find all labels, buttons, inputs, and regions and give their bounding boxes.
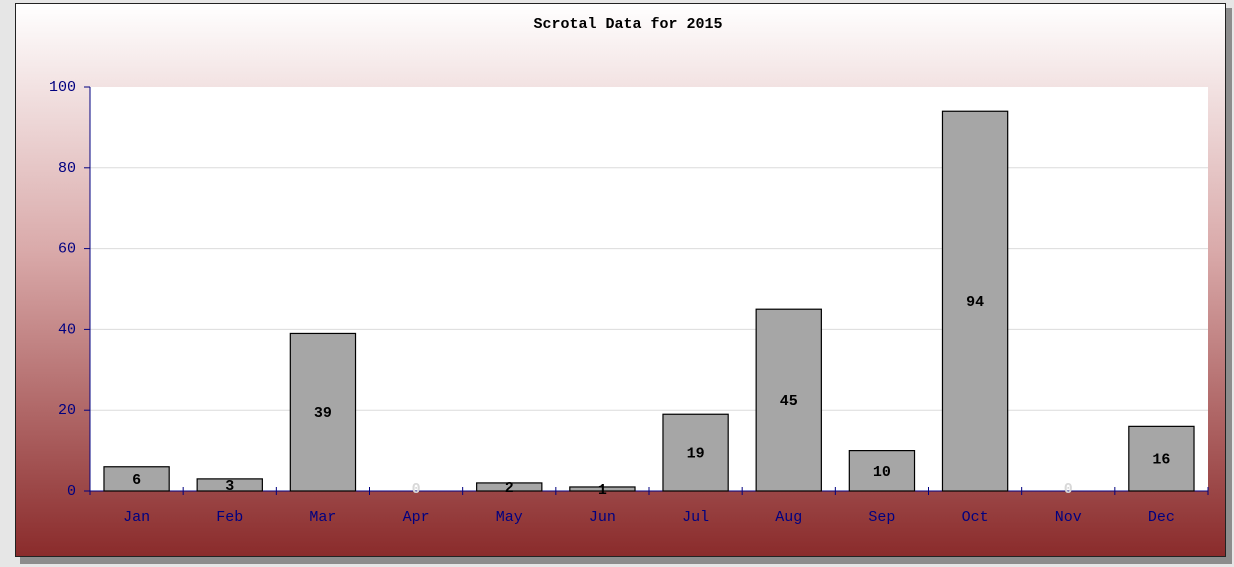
y-tick-label: 100 xyxy=(49,79,76,96)
bar xyxy=(569,486,636,492)
bar xyxy=(196,478,263,492)
y-tick-label: 0 xyxy=(67,483,76,500)
plot-area xyxy=(90,87,1208,491)
y-tick-label: 60 xyxy=(58,241,76,258)
y-tick-label: 40 xyxy=(58,321,76,338)
x-tick-label: Feb xyxy=(216,509,243,526)
chart-title: Scrotal Data for 2015 xyxy=(533,16,722,33)
data-label: 6 xyxy=(132,472,141,489)
data-label: 16 xyxy=(1152,452,1170,469)
x-tick-label: May xyxy=(496,509,523,526)
bar xyxy=(103,466,170,492)
data-label: 0 xyxy=(1064,481,1073,498)
x-tick-label: Jun xyxy=(589,509,616,526)
data-label: 45 xyxy=(780,393,798,410)
data-label: 39 xyxy=(314,405,332,422)
x-tick-label: Sep xyxy=(868,509,895,526)
x-tick-label: Aug xyxy=(775,509,802,526)
y-tick-label: 80 xyxy=(58,160,76,177)
data-label: 19 xyxy=(687,446,705,463)
y-tick-label: 20 xyxy=(58,402,76,419)
bar xyxy=(476,482,543,492)
data-label: 94 xyxy=(966,294,984,311)
bar xyxy=(662,413,729,492)
x-tick-label: Jan xyxy=(123,509,150,526)
x-tick-label: Oct xyxy=(962,509,989,526)
x-tick-label: Nov xyxy=(1055,509,1082,526)
bar xyxy=(289,332,357,492)
bar xyxy=(848,450,916,492)
bar xyxy=(755,308,822,492)
bar xyxy=(941,110,1009,492)
data-label: 3 xyxy=(225,478,234,495)
x-tick-label: Mar xyxy=(309,509,336,526)
bar xyxy=(1128,425,1195,492)
data-label: 1 xyxy=(598,482,607,499)
data-label: 10 xyxy=(873,464,891,481)
data-label: 2 xyxy=(505,480,514,497)
data-label: 0 xyxy=(412,481,421,498)
x-tick-label: Jul xyxy=(682,509,709,526)
x-tick-label: Dec xyxy=(1148,509,1175,526)
x-tick-label: Apr xyxy=(403,509,430,526)
